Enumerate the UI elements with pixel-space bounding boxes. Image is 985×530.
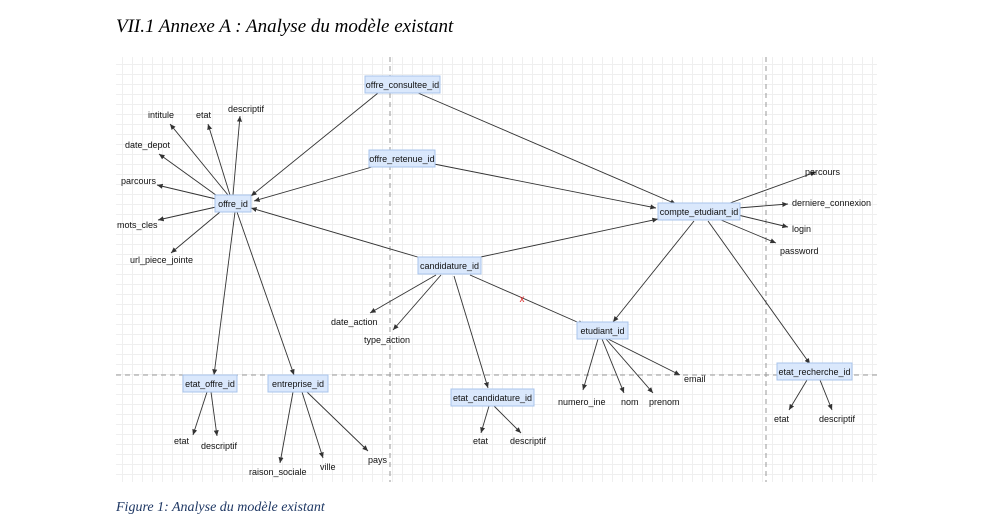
attr-label: pays (368, 455, 388, 465)
attr-label: prenom (649, 397, 680, 407)
edge-offre-retenue-offre (253, 166, 373, 202)
attr-label: descriptif (228, 104, 265, 114)
attr-label: derniere_connexion (792, 198, 871, 208)
node-label: entreprise_id (272, 379, 324, 389)
figure-caption: Figure 1: Analyse du modèle existant (116, 500, 325, 515)
node-label: etat_candidature_id (453, 393, 532, 403)
node-label: etudiant_id (580, 326, 624, 336)
edge-attr-etudiant-numero-ine (582, 338, 599, 391)
node-label: offre_consultee_id (366, 80, 439, 90)
node-label: etat_recherche_id (778, 367, 850, 377)
node-etat-candidature: etat_candidature_id (450, 388, 535, 407)
edge-attr-etat-candidature-etat (480, 405, 490, 434)
attribute-labels: intitule etat descriptif date_depot parc… (117, 104, 871, 477)
node-label: compte_etudiant_id (660, 207, 739, 217)
relationship-edges (212, 92, 811, 389)
edge-attr-etat-offre-etat (192, 391, 208, 436)
edge-attr-etat-recherche-etat (788, 379, 808, 411)
edge-attr-offre-date-depot (158, 153, 221, 199)
node-offre: offre_id (214, 194, 252, 213)
node-compte-etudiant: compte_etudiant_id (657, 202, 741, 221)
node-etudiant: etudiant_id (576, 321, 629, 340)
node-label: candidature_id (420, 261, 479, 271)
edge-attr-etudiant-nom (601, 338, 625, 394)
attr-label: etat (473, 436, 489, 446)
attr-label: descriptif (201, 441, 238, 451)
node-label: offre_retenue_id (369, 154, 434, 164)
edge-attr-entreprise-ville (301, 391, 324, 459)
diagram-canvas: x offre_consultee_id offre_retenue_id of… (116, 57, 877, 482)
edge-attr-entreprise-pays (306, 391, 369, 452)
attr-label: descriptif (510, 436, 547, 446)
node-offre-retenue: offre_retenue_id (368, 149, 436, 168)
edge-candidature-etudiant (469, 274, 585, 326)
edge-attr-offre-parcours (156, 183, 217, 200)
edge-attr-etudiant-prenom (605, 338, 654, 394)
attr-label: intitule (148, 110, 174, 120)
attr-label: etat (774, 414, 790, 424)
edge-attr-etat-recherche-descriptif (819, 379, 833, 411)
edge-attr-etudiant-email (607, 338, 681, 376)
node-candidature: candidature_id (417, 256, 482, 275)
attr-label: password (780, 246, 819, 256)
attr-label: raison_sociale (249, 467, 307, 477)
node-label: etat_offre_id (185, 379, 235, 389)
attr-label: ville (320, 462, 336, 472)
edge-compte-etudiant (612, 220, 695, 323)
attr-label: numero_ine (558, 397, 606, 407)
attr-label: etat (196, 110, 212, 120)
edge-offre-consultee-offre (250, 92, 379, 197)
edge-offre-retenue-compte (433, 163, 657, 210)
attr-label: login (792, 224, 811, 234)
edge-attr-compte-parcours (729, 171, 817, 204)
attr-label: url_piece_jointe (130, 255, 193, 265)
edge-attr-offre-descriptif (232, 115, 243, 196)
edge-attr-offre-etat (207, 123, 231, 196)
edge-candidature-offre (250, 207, 422, 259)
attr-label: parcours (121, 176, 157, 186)
edge-candidature-etat-candidature (453, 275, 489, 389)
node-label: offre_id (218, 199, 248, 209)
attr-label: email (684, 374, 706, 384)
edge-attr-compte-password (720, 219, 777, 244)
edge-offre-etat-offre (212, 211, 236, 376)
attr-label: date_depot (125, 140, 171, 150)
edge-attr-candidature-date-action (369, 274, 437, 314)
node-entreprise: entreprise_id (267, 374, 329, 393)
edge-attr-offre-mots-cles (157, 206, 217, 222)
cross-mark: x (520, 294, 525, 305)
edge-offre-consultee-compte (417, 92, 677, 205)
attr-label: parcours (805, 167, 841, 177)
edge-attr-compte-login (737, 214, 789, 229)
edge-attr-candidature-type-action (392, 274, 442, 331)
edge-attr-etat-candidature-descriptif (493, 405, 522, 434)
attr-label: descriptif (819, 414, 856, 424)
attr-label: mots_cles (117, 220, 158, 230)
attribute-edges (156, 115, 833, 464)
attr-label: nom (621, 397, 639, 407)
edge-attr-offre-intitule (169, 123, 229, 196)
edge-attr-offre-url (170, 211, 221, 254)
node-offre-consultee: offre_consultee_id (364, 75, 441, 94)
data-model-diagram: x offre_consultee_id offre_retenue_id of… (116, 57, 877, 482)
section-heading: VII.1 Annexe A : Analyse du modèle exist… (116, 16, 454, 37)
edge-compte-etat-recherche (707, 220, 811, 365)
edge-attr-etat-offre-descriptif (210, 391, 219, 437)
attr-label: type_action (364, 335, 410, 345)
edge-offre-entreprise (236, 211, 295, 376)
attr-label: etat (174, 436, 190, 446)
edge-attr-compte-derniere-connexion (737, 201, 789, 209)
edge-attr-entreprise-raison-sociale (278, 391, 294, 464)
node-etat-recherche: etat_recherche_id (776, 362, 853, 381)
attr-label: date_action (331, 317, 378, 327)
node-etat-offre: etat_offre_id (182, 374, 238, 393)
edge-candidature-compte (475, 217, 659, 259)
